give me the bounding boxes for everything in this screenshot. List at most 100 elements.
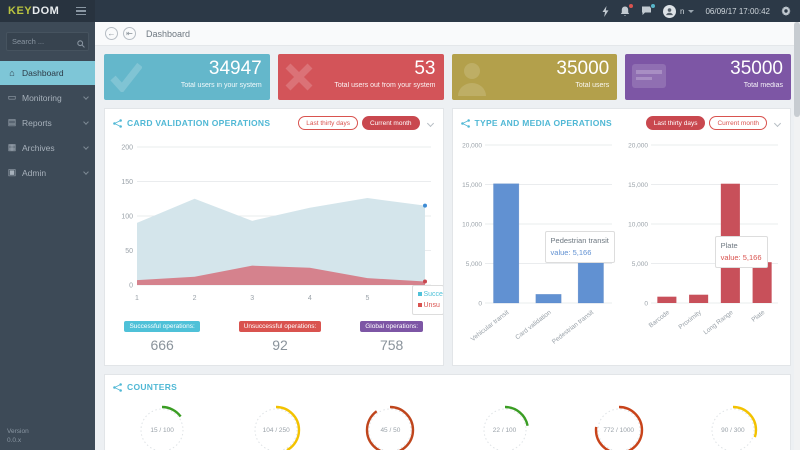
x-icon — [285, 63, 313, 91]
stat-card-users-out[interactable]: 53 Total users out from your system — [277, 54, 444, 100]
stat-label: Total users in your system — [180, 82, 262, 89]
chevron-down-icon — [83, 93, 89, 100]
svg-text:Plate: Plate — [751, 309, 767, 324]
area-chart-container: 050100150200123456 — [105, 135, 443, 314]
vertical-scrollbar[interactable] — [794, 22, 800, 450]
total-successful: Successful operations: 666 — [124, 315, 200, 353]
operation-totals: Successful operations: 666 Unsuccessful … — [105, 315, 443, 353]
legend-marker — [417, 292, 422, 296]
svg-text:Pedestrian transit: Pedestrian transit — [550, 309, 594, 346]
collapse-panel-icon[interactable] — [773, 119, 782, 127]
svg-text:4: 4 — [308, 295, 312, 302]
charts-row: CARD VALIDATION OPERATIONS Last thirty d… — [104, 108, 791, 366]
svg-text:5,000: 5,000 — [465, 261, 482, 268]
flash-icon[interactable] — [602, 5, 609, 17]
svg-text:0: 0 — [645, 301, 649, 308]
datetime-display: 06/09/17 17:00:42 — [705, 6, 770, 16]
counter-value: 45 / 50 — [380, 426, 401, 434]
svg-text:100: 100 — [121, 214, 133, 221]
svg-text:1: 1 — [135, 295, 139, 302]
global-operations-badge: Global operations: — [360, 321, 424, 332]
svg-text:15,000: 15,000 — [462, 182, 482, 189]
monitor-icon: ▭ — [7, 92, 17, 102]
logo-key: KEY — [8, 5, 33, 17]
unsuccessful-operations-badge: Unsuccessful operations: — [238, 321, 322, 332]
nav-back-button[interactable]: ← — [105, 27, 118, 40]
svg-text:Long Range: Long Range — [703, 309, 736, 337]
counters-panel: COUNTERS 15 / 100Counter1 104 / 250Counte… — [104, 374, 791, 450]
card-validation-panel: CARD VALIDATION OPERATIONS Last thirty d… — [104, 108, 444, 366]
admin-icon: ▣ — [7, 167, 17, 177]
tooltip-title: Plate — [720, 240, 738, 250]
sidebar-item-reports[interactable]: ▤ Reports — [0, 110, 95, 135]
panel-title: CARD VALIDATION OPERATIONS — [127, 118, 271, 128]
version-label: Version — [7, 427, 29, 435]
stat-value: 35000 — [556, 58, 610, 79]
sidebar-item-admin[interactable]: ▣ Admin — [0, 160, 95, 185]
user-menu[interactable]: n — [663, 4, 695, 18]
panel-title: COUNTERS — [127, 382, 178, 392]
sidebar-item-label: Admin — [22, 167, 47, 178]
counter-gauge: 15 / 100Counter1 — [112, 405, 212, 450]
gear-icon[interactable] — [781, 6, 791, 16]
svg-text:150: 150 — [121, 179, 133, 186]
filter-current-month-button[interactable]: Current month — [709, 116, 767, 130]
sidebar: ⌂ Dashboard ▭ Monitoring ▤ Reports ▦ Arc… — [0, 22, 95, 450]
breadcrumb: ← ⇤ Dashboard — [95, 22, 800, 46]
main-content: ← ⇤ Dashboard 34947 Total users in your … — [95, 22, 800, 450]
stat-label: Total users out from your system — [334, 82, 436, 89]
stat-value: 35000 — [730, 58, 783, 79]
svg-text:2: 2 — [193, 295, 197, 302]
home-icon: ⌂ — [9, 68, 15, 78]
share-icon — [460, 118, 470, 128]
notifications-bell-icon[interactable] — [620, 2, 635, 17]
archives-icon: ▦ — [7, 142, 17, 152]
chart-tooltip: Plate value: 5,166 — [714, 235, 768, 268]
filter-pills: Last thirty days Current month — [298, 116, 434, 130]
user-icon — [457, 63, 486, 96]
messages-chat-icon[interactable] — [641, 3, 657, 16]
filter-current-month-button[interactable]: Current month — [361, 116, 420, 130]
sidebar-item-label: Dashboard — [22, 68, 64, 78]
svg-text:0: 0 — [129, 283, 133, 290]
stat-card-total-medias[interactable]: 35000 Total medias — [625, 54, 791, 100]
messages-badge — [650, 3, 657, 9]
svg-text:Card validation: Card validation — [514, 309, 553, 341]
counter-value: 15 / 100 — [150, 426, 174, 434]
unsuccessful-operations-value: 92 — [272, 337, 288, 353]
scrollbar-thumb[interactable] — [794, 22, 800, 117]
nav-back-all-button[interactable]: ⇤ — [123, 27, 136, 40]
global-operations-value: 758 — [379, 337, 404, 353]
sidebar-item-monitoring[interactable]: ▭ Monitoring — [0, 85, 95, 110]
counter-value: 104 / 250 — [262, 426, 290, 434]
stat-card-total-users[interactable]: 35000 Total users — [451, 54, 618, 100]
sidebar-item-archives[interactable]: ▦ Archives — [0, 135, 95, 160]
counter-gauge: 45 / 50Counter3 — [340, 405, 440, 450]
stat-label: Total medias — [743, 82, 783, 89]
collapse-panel-icon[interactable] — [426, 119, 434, 127]
counter-gauges-row: 15 / 100Counter1 104 / 250Counter2 45 / 50… — [105, 397, 790, 450]
search-icon[interactable] — [77, 35, 85, 53]
svg-text:0: 0 — [478, 301, 482, 308]
svg-text:200: 200 — [121, 145, 133, 152]
tooltip-value: value: 5,166 — [550, 248, 592, 258]
sidebar-item-label: Monitoring — [22, 92, 62, 103]
sidebar-item-dashboard[interactable]: ⌂ Dashboard — [0, 61, 95, 85]
area-chart: 050100150200123456 — [111, 135, 437, 314]
user-name: n — [680, 6, 685, 16]
sidebar-item-label: Archives — [22, 142, 55, 153]
legend-marker — [417, 303, 422, 308]
svg-text:Proximity: Proximity — [678, 309, 704, 331]
sidebar-toggle-icon[interactable] — [76, 6, 86, 16]
search-input[interactable] — [6, 32, 89, 51]
svg-text:3: 3 — [250, 295, 254, 302]
type-media-panel: TYPE AND MEDIA OPERATIONS Last thirty da… — [451, 108, 791, 366]
filter-last-thirty-days-button[interactable]: Last thirty days — [298, 116, 358, 130]
counter-value: 22 / 100 — [492, 426, 517, 434]
filter-last-thirty-days-button[interactable]: Last thirty days — [645, 116, 706, 130]
share-icon — [113, 118, 122, 128]
card-icon — [632, 64, 667, 88]
stat-card-users-in[interactable]: 34947 Total users in your system — [104, 54, 270, 100]
panel-header: CARD VALIDATION OPERATIONS Last thirty d… — [105, 109, 443, 135]
